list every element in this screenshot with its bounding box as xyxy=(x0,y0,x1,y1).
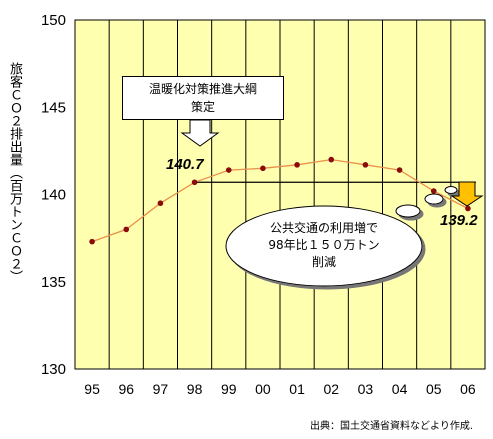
marker-96 xyxy=(123,226,130,233)
source-note: 出典：国土交通省資料などより作成. xyxy=(310,421,473,432)
x-tick-03: 03 xyxy=(358,381,374,397)
x-tick-95: 95 xyxy=(84,381,100,397)
y-tick-150: 150 xyxy=(41,12,66,29)
end-value-label: 139.2 xyxy=(440,212,478,229)
callout-down-arrow xyxy=(180,119,220,147)
cloud-text-content: 公共交通の利用増で 98年比１５０万トン 削減 xyxy=(268,221,380,269)
policy-callout: 温暖化対策推進大綱 策定 xyxy=(122,76,284,120)
marker-98 xyxy=(191,179,198,186)
y-tick-140: 140 xyxy=(41,187,66,204)
y-tick-130: 130 xyxy=(41,361,66,378)
y-tick-145: 145 xyxy=(41,99,66,116)
x-tick-99: 99 xyxy=(221,381,237,397)
marker-01 xyxy=(294,162,300,168)
marker-02 xyxy=(328,156,335,163)
cloud-text: 公共交通の利用増で 98年比１５０万トン 削減 xyxy=(236,220,412,271)
x-tick-97: 97 xyxy=(153,381,169,397)
x-tick-labels: 95 96 97 98 99 00 01 02 03 04 05 06 xyxy=(84,381,476,397)
x-tick-01: 01 xyxy=(289,381,305,397)
marker-03 xyxy=(362,162,369,168)
start-value-label: 140.7 xyxy=(166,156,204,173)
marker-95 xyxy=(89,238,95,245)
y-tick-labels: 130 135 140 145 150 xyxy=(41,12,66,378)
x-tick-06: 06 xyxy=(460,381,476,397)
x-tick-96: 96 xyxy=(118,381,134,397)
y-axis-label: 旅客ＣＯ２排出量（百万トンＣＯ２） xyxy=(7,62,22,283)
x-tick-05: 05 xyxy=(426,381,442,397)
x-tick-98: 98 xyxy=(187,381,203,397)
reduction-cloud xyxy=(225,186,458,287)
policy-callout-text: 温暖化対策推進大綱 策定 xyxy=(148,82,257,114)
series-markers xyxy=(89,156,471,245)
series-line xyxy=(91,158,469,243)
x-tick-00: 00 xyxy=(255,381,271,397)
x-tick-02: 02 xyxy=(323,381,339,397)
marker-06 xyxy=(465,205,471,212)
x-tick-04: 04 xyxy=(392,381,408,397)
marker-99 xyxy=(225,167,232,173)
marker-05 xyxy=(430,188,437,194)
y-tick-135: 135 xyxy=(41,274,66,291)
reduction-arrow xyxy=(450,181,484,207)
marker-97 xyxy=(157,200,164,207)
marker-04 xyxy=(396,167,403,173)
marker-00 xyxy=(260,165,266,172)
